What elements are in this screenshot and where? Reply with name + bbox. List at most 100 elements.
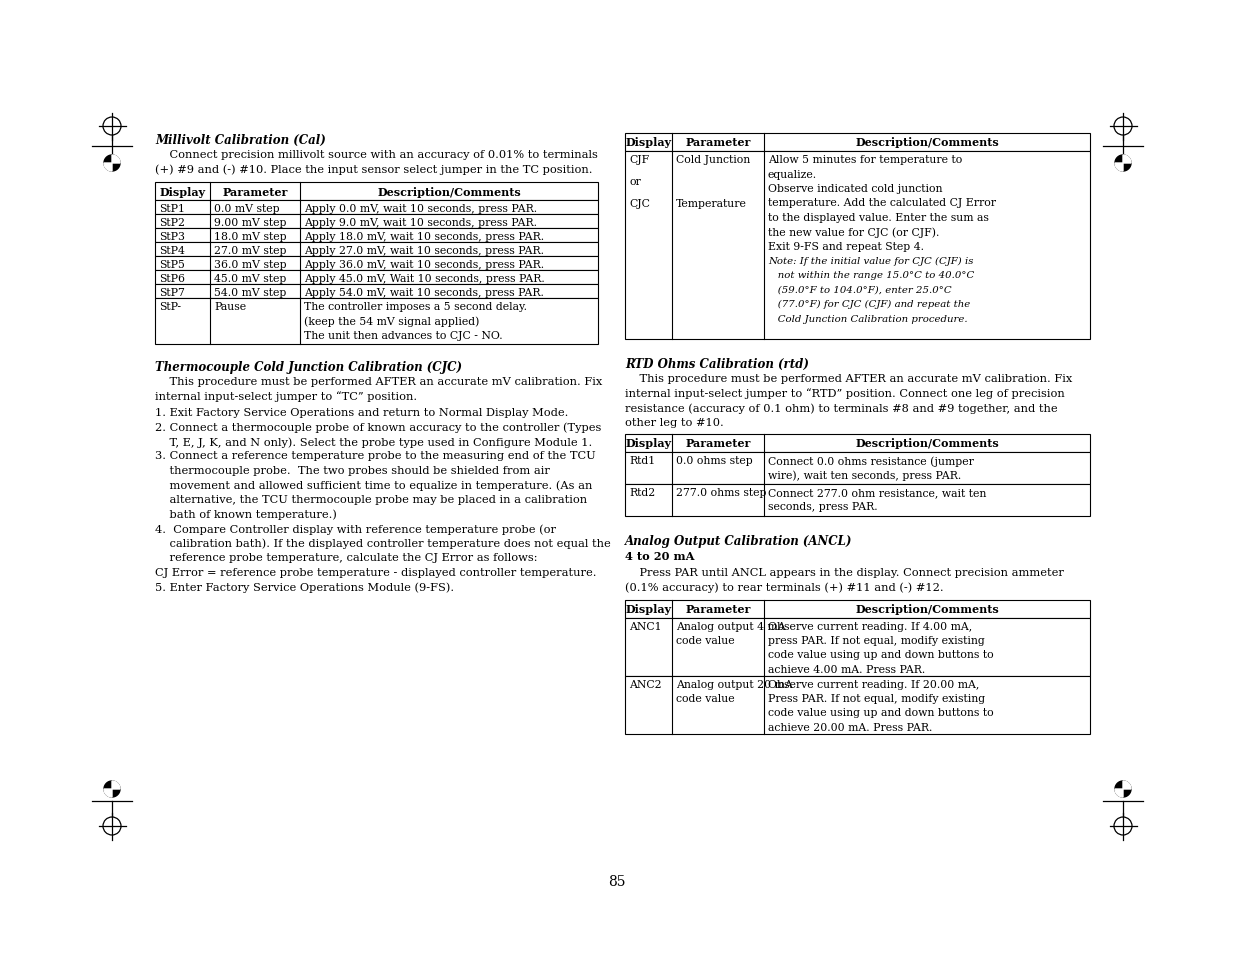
Text: Display: Display — [625, 438, 672, 449]
Text: (keep the 54 mV signal applied): (keep the 54 mV signal applied) — [304, 316, 479, 327]
Text: resistance (accuracy of 0.1 ohm) to terminals #8 and #9 together, and the: resistance (accuracy of 0.1 ohm) to term… — [625, 402, 1057, 414]
Bar — [156, 214, 598, 229]
Text: equalize.: equalize. — [768, 170, 818, 179]
Text: Apply 27.0 mV, wait 10 seconds, press PAR.: Apply 27.0 mV, wait 10 seconds, press PA… — [304, 246, 543, 255]
Text: 0.0 mV step: 0.0 mV step — [214, 204, 279, 213]
Text: Thermocouple Cold Junction Calibration (CJC): Thermocouple Cold Junction Calibration (… — [156, 360, 462, 374]
Text: StP1: StP1 — [159, 204, 185, 213]
Text: (+) #9 and (-) #10. Place the input sensor select jumper in the TC position.: (+) #9 and (-) #10. Place the input sens… — [156, 164, 593, 175]
Text: Note: If the initial value for CJC (CJF) is: Note: If the initial value for CJC (CJF)… — [768, 256, 973, 265]
Text: internal input-select jumper to “RTD” position. Connect one leg of precision: internal input-select jumper to “RTD” po… — [625, 388, 1065, 399]
Text: bath of known temperature.): bath of known temperature.) — [156, 509, 337, 519]
Text: This procedure must be performed AFTER an accurate mV calibration. Fix: This procedure must be performed AFTER a… — [625, 374, 1072, 384]
Bar — [156, 256, 598, 271]
Text: or: or — [629, 177, 641, 187]
Bar — [156, 229, 598, 243]
Bar — [625, 152, 1091, 339]
Text: 9.00 mV step: 9.00 mV step — [214, 218, 287, 228]
Text: code value using up and down buttons to: code value using up and down buttons to — [768, 650, 994, 659]
Text: The controller imposes a 5 second delay.: The controller imposes a 5 second delay. — [304, 302, 527, 312]
Text: Temperature: Temperature — [676, 199, 747, 209]
Text: Description/Comments: Description/Comments — [855, 137, 999, 149]
Text: Apply 54.0 mV, wait 10 seconds, press PAR.: Apply 54.0 mV, wait 10 seconds, press PA… — [304, 288, 543, 297]
Bar — [625, 133, 1091, 152]
Text: Analog Output Calibration (ANCL): Analog Output Calibration (ANCL) — [625, 535, 852, 547]
Text: 1. Exit Factory Service Operations and return to Normal Display Mode.: 1. Exit Factory Service Operations and r… — [156, 408, 568, 417]
Text: Cold Junction: Cold Junction — [676, 154, 750, 165]
Text: 4 to 20 mA: 4 to 20 mA — [625, 551, 694, 561]
Text: StP7: StP7 — [159, 288, 185, 297]
Bar — [156, 298, 598, 345]
Text: seconds, press PAR.: seconds, press PAR. — [768, 502, 878, 512]
Text: Rtd2: Rtd2 — [629, 488, 656, 497]
Text: Description/Comments: Description/Comments — [855, 603, 999, 615]
Text: This procedure must be performed AFTER an accurate mV calibration. Fix: This procedure must be performed AFTER a… — [156, 376, 603, 387]
Text: CJF: CJF — [629, 154, 650, 165]
Text: 85: 85 — [609, 874, 626, 888]
Text: 3. Connect a reference temperature probe to the measuring end of the TCU: 3. Connect a reference temperature probe… — [156, 451, 595, 461]
Text: 277.0 ohms step: 277.0 ohms step — [676, 488, 767, 497]
Text: 5. Enter Factory Service Operations Module (9-FS).: 5. Enter Factory Service Operations Modu… — [156, 581, 454, 592]
Polygon shape — [1115, 781, 1131, 797]
Text: CJ Error = reference probe temperature - displayed controller temperature.: CJ Error = reference probe temperature -… — [156, 567, 597, 577]
Text: Analog output 20 mA: Analog output 20 mA — [676, 679, 793, 689]
Text: Press PAR until ANCL appears in the display. Connect precision ammeter: Press PAR until ANCL appears in the disp… — [625, 567, 1063, 577]
Text: Connect precision millivolt source with an accuracy of 0.01% to terminals: Connect precision millivolt source with … — [156, 150, 598, 160]
Text: 45.0 mV step: 45.0 mV step — [214, 274, 287, 284]
Text: ANC2: ANC2 — [629, 679, 662, 689]
Text: code value: code value — [676, 693, 735, 703]
Text: Apply 36.0 mV, wait 10 seconds, press PAR.: Apply 36.0 mV, wait 10 seconds, press PA… — [304, 260, 545, 270]
Text: Observe indicated cold junction: Observe indicated cold junction — [768, 184, 942, 193]
Text: achieve 20.00 mA. Press PAR.: achieve 20.00 mA. Press PAR. — [768, 722, 932, 732]
Polygon shape — [1123, 781, 1131, 789]
Bar — [625, 599, 1091, 618]
Text: StP5: StP5 — [159, 260, 185, 270]
Text: to the displayed value. Enter the sum as: to the displayed value. Enter the sum as — [768, 213, 989, 223]
Text: Apply 0.0 mV, wait 10 seconds, press PAR.: Apply 0.0 mV, wait 10 seconds, press PAR… — [304, 204, 537, 213]
Text: Millivolt Calibration (Cal): Millivolt Calibration (Cal) — [156, 133, 326, 147]
Text: not within the range 15.0°C to 40.0°C: not within the range 15.0°C to 40.0°C — [768, 271, 974, 280]
Text: Description/Comments: Description/Comments — [855, 438, 999, 449]
Bar — [625, 435, 1091, 453]
Text: achieve 4.00 mA. Press PAR.: achieve 4.00 mA. Press PAR. — [768, 664, 925, 675]
Bar — [625, 618, 1091, 676]
Text: (77.0°F) for CJC (CJF) and repeat the: (77.0°F) for CJC (CJF) and repeat the — [768, 299, 971, 309]
Bar — [156, 285, 598, 298]
Bar — [156, 271, 598, 285]
Text: Display: Display — [159, 186, 205, 197]
Text: StP2: StP2 — [159, 218, 185, 228]
Text: Apply 45.0 mV, Wait 10 seconds, press PAR.: Apply 45.0 mV, Wait 10 seconds, press PA… — [304, 274, 545, 284]
Text: internal input-select jumper to “TC” position.: internal input-select jumper to “TC” pos… — [156, 391, 417, 402]
Text: RTD Ohms Calibration (rtd): RTD Ohms Calibration (rtd) — [625, 357, 809, 371]
Text: 18.0 mV step: 18.0 mV step — [214, 232, 287, 242]
Text: Display: Display — [625, 137, 672, 149]
Text: code value: code value — [676, 636, 735, 645]
Text: Apply 18.0 mV, wait 10 seconds, press PAR.: Apply 18.0 mV, wait 10 seconds, press PA… — [304, 232, 545, 242]
Text: Parameter: Parameter — [685, 603, 751, 615]
Text: The unit then advances to CJC - NO.: The unit then advances to CJC - NO. — [304, 331, 503, 340]
Text: Connect 277.0 ohm resistance, wait ten: Connect 277.0 ohm resistance, wait ten — [768, 488, 987, 497]
Text: (0.1% accuracy) to rear terminals (+) #11 and (-) #12.: (0.1% accuracy) to rear terminals (+) #1… — [625, 581, 944, 592]
Text: the new value for CJC (or CJF).: the new value for CJC (or CJF). — [768, 227, 940, 238]
Text: Rtd1: Rtd1 — [629, 456, 656, 465]
Text: Cold Junction Calibration procedure.: Cold Junction Calibration procedure. — [768, 314, 968, 323]
Text: (59.0°F to 104.0°F), enter 25.0°C: (59.0°F to 104.0°F), enter 25.0°C — [768, 285, 952, 294]
Text: Allow 5 minutes for temperature to: Allow 5 minutes for temperature to — [768, 154, 962, 165]
Text: StP-: StP- — [159, 302, 182, 312]
Bar — [156, 243, 598, 256]
Text: wire), wait ten seconds, press PAR.: wire), wait ten seconds, press PAR. — [768, 470, 961, 480]
Text: 2. Connect a thermocouple probe of known accuracy to the controller (Types: 2. Connect a thermocouple probe of known… — [156, 422, 601, 433]
Text: Parameter: Parameter — [685, 438, 751, 449]
Text: Observe current reading. If 4.00 mA,: Observe current reading. If 4.00 mA, — [768, 620, 972, 631]
Text: Description/Comments: Description/Comments — [377, 186, 521, 197]
Text: 36.0 mV step: 36.0 mV step — [214, 260, 287, 270]
Text: movement and allowed sufficient time to equalize in temperature. (As an: movement and allowed sufficient time to … — [156, 480, 593, 491]
Polygon shape — [104, 789, 112, 797]
Polygon shape — [104, 156, 120, 172]
Polygon shape — [104, 164, 112, 172]
Text: temperature. Add the calculated CJ Error: temperature. Add the calculated CJ Error — [768, 198, 995, 209]
Text: Observe current reading. If 20.00 mA,: Observe current reading. If 20.00 mA, — [768, 679, 979, 689]
Text: Parameter: Parameter — [685, 137, 751, 149]
Text: T, E, J, K, and N only). Select the probe type used in Configure Module 1.: T, E, J, K, and N only). Select the prob… — [156, 436, 593, 447]
Polygon shape — [112, 781, 120, 789]
